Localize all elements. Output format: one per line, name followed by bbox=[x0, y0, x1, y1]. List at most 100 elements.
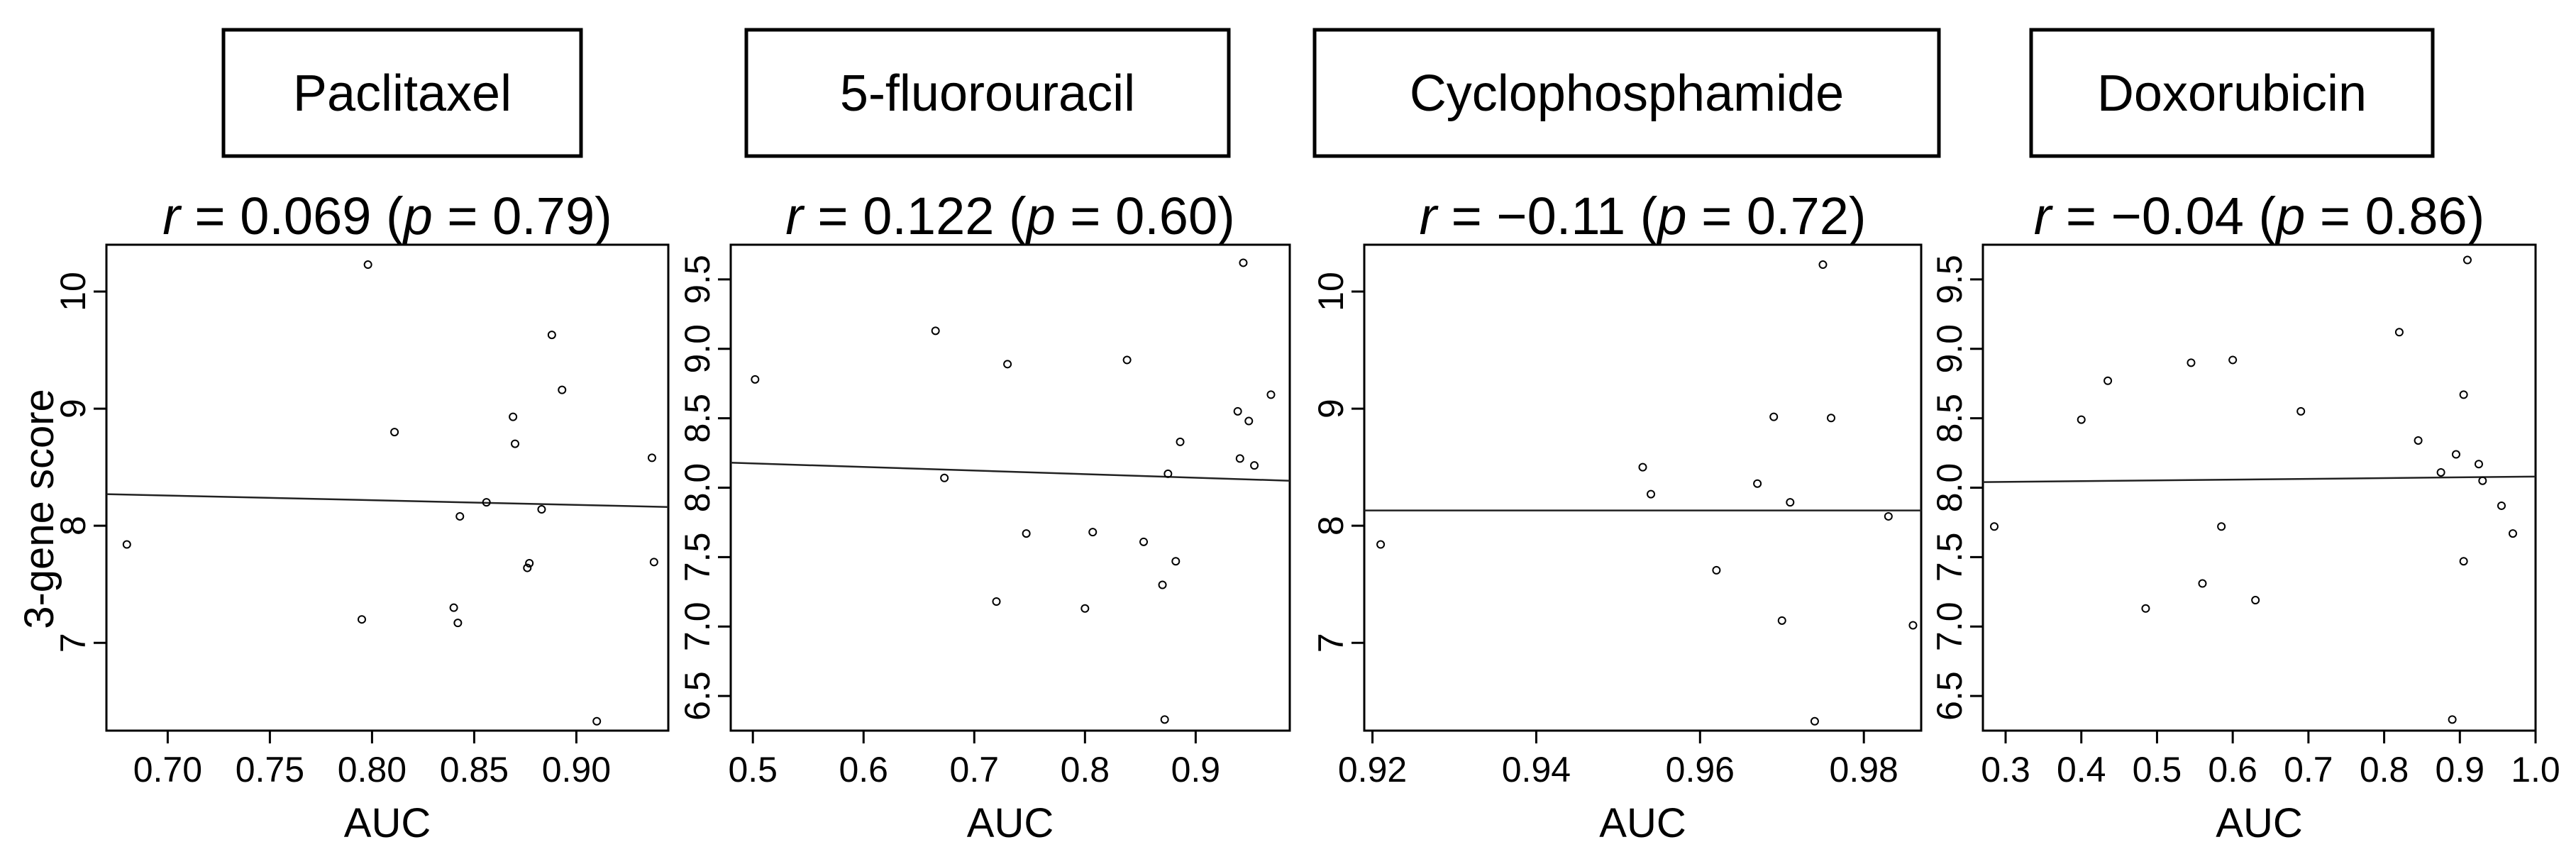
data-point bbox=[2228, 355, 2238, 365]
data-point bbox=[2187, 358, 2196, 367]
x-tick-label: 0.94 bbox=[1502, 750, 1571, 790]
data-point bbox=[1160, 715, 1169, 724]
regression-line bbox=[106, 493, 669, 508]
panel-title: Paclitaxel bbox=[293, 65, 512, 122]
x-axis-label: AUC bbox=[344, 800, 431, 846]
y-tick-label: 6.5 bbox=[1930, 671, 1969, 721]
y-tick-label: 9.0 bbox=[678, 324, 717, 374]
data-point bbox=[2217, 522, 2226, 531]
data-point bbox=[1244, 416, 1254, 426]
data-point bbox=[1176, 437, 1185, 446]
y-tick-label: 9.5 bbox=[1930, 255, 1969, 304]
data-point bbox=[2436, 467, 2445, 477]
data-point bbox=[525, 558, 534, 567]
data-point bbox=[390, 428, 399, 437]
data-point bbox=[2296, 406, 2306, 416]
data-point bbox=[2462, 255, 2472, 265]
plot-frame bbox=[1981, 243, 2537, 732]
data-point bbox=[455, 511, 465, 521]
data-point bbox=[649, 558, 658, 567]
x-tick-label: 0.85 bbox=[440, 750, 509, 790]
regression-line bbox=[1982, 475, 2536, 483]
x-tick-label: 0.8 bbox=[1061, 750, 1110, 790]
data-point bbox=[2497, 501, 2506, 510]
data-point bbox=[931, 326, 940, 336]
data-point bbox=[1266, 390, 1276, 399]
data-point bbox=[2474, 460, 2483, 469]
data-point bbox=[1376, 540, 1386, 549]
x-tick-label: 0.8 bbox=[2360, 750, 2409, 790]
data-point bbox=[1171, 557, 1181, 566]
data-point bbox=[1239, 258, 1248, 267]
y-tick-label: 8.0 bbox=[678, 463, 717, 513]
data-point bbox=[2141, 604, 2150, 613]
y-tick-label: 10 bbox=[1311, 272, 1351, 311]
data-point bbox=[1753, 479, 1762, 488]
y-tick-label: 7.5 bbox=[1930, 533, 1969, 582]
x-tick-label: 0.7 bbox=[2284, 750, 2333, 790]
data-point bbox=[537, 505, 546, 514]
data-point bbox=[2198, 579, 2207, 588]
x-axis-label: AUC bbox=[2216, 800, 2302, 846]
data-point bbox=[1810, 716, 1819, 726]
data-point bbox=[2251, 596, 2260, 605]
data-point bbox=[122, 540, 131, 549]
x-tick-label: 0.90 bbox=[542, 750, 611, 790]
data-point bbox=[1777, 616, 1786, 625]
title-box bbox=[1312, 28, 1941, 158]
y-tick-label: 9 bbox=[1311, 399, 1351, 419]
data-point bbox=[482, 498, 491, 507]
x-tick-label: 0.3 bbox=[1981, 750, 2030, 790]
y-tick-label: 9.5 bbox=[678, 255, 717, 304]
data-point bbox=[1003, 360, 1012, 369]
data-point bbox=[1139, 537, 1149, 546]
x-tick-label: 0.9 bbox=[1171, 750, 1221, 790]
y-tick-label: 8 bbox=[1311, 516, 1351, 536]
y-axis-label: 3-gene score bbox=[16, 389, 62, 629]
panel-3: Cyclophosphamide r = −0.11 (p = 0.72) 0.92… bbox=[1311, 28, 1941, 846]
data-point bbox=[2077, 415, 2086, 424]
x-axis-label: AUC bbox=[967, 800, 1054, 846]
panel-1: Paclitaxel r = 0.069 (p = 0.79) 0.70 0.75 0.… bbox=[16, 28, 670, 846]
x-tick-label: 0.7 bbox=[950, 750, 1000, 790]
regression-line bbox=[730, 462, 1290, 482]
data-point bbox=[358, 615, 366, 624]
data-point bbox=[1908, 621, 1918, 630]
data-point bbox=[1158, 580, 1167, 589]
data-point bbox=[509, 412, 518, 421]
data-point bbox=[1769, 412, 1779, 421]
data-point bbox=[2508, 529, 2517, 538]
panel-title: 5-fluorouracil bbox=[840, 65, 1135, 122]
data-point bbox=[1884, 511, 1893, 521]
x-tick-label: 0.75 bbox=[236, 750, 304, 790]
title-box bbox=[221, 28, 583, 158]
data-point bbox=[2448, 715, 2457, 724]
data-point bbox=[751, 375, 760, 384]
data-point bbox=[2394, 328, 2404, 337]
data-point bbox=[2414, 436, 2423, 445]
panel-title: Cyclophosphamide bbox=[1410, 65, 1844, 122]
title-box bbox=[744, 28, 1231, 158]
panel-title: Doxorubicin bbox=[2097, 65, 2367, 122]
data-point bbox=[2104, 376, 2113, 385]
y-tick-label: 7.0 bbox=[678, 602, 717, 651]
plot-frame bbox=[729, 243, 1291, 732]
data-point bbox=[1080, 604, 1090, 613]
y-tick-label: 9 bbox=[53, 399, 93, 419]
panel-2: 5-fluorouracil r = 0.122 (p = 0.60) 0.5 0.6… bbox=[678, 28, 1291, 846]
data-point bbox=[1638, 463, 1647, 472]
y-tick-label: 8.5 bbox=[1930, 394, 1969, 443]
y-tick-label: 7 bbox=[53, 633, 93, 653]
x-tick-label: 0.4 bbox=[2057, 750, 2106, 790]
y-tick-label: 7.5 bbox=[678, 533, 717, 582]
x-tick-label: 0.96 bbox=[1666, 750, 1735, 790]
data-point bbox=[647, 453, 656, 463]
data-point bbox=[558, 385, 567, 394]
data-point bbox=[1786, 498, 1795, 507]
x-tick-label: 0.92 bbox=[1338, 750, 1407, 790]
data-point bbox=[547, 331, 556, 340]
data-point bbox=[363, 260, 372, 270]
data-point bbox=[511, 439, 519, 448]
y-tick-label: 8 bbox=[53, 516, 93, 536]
